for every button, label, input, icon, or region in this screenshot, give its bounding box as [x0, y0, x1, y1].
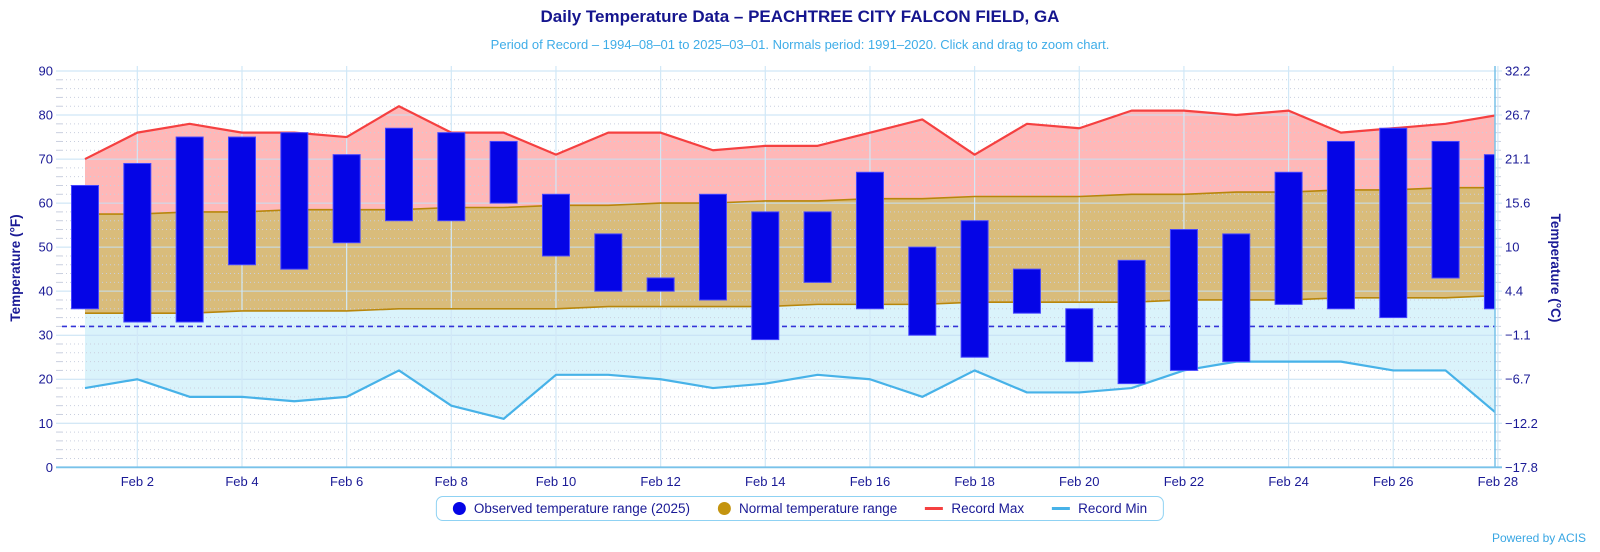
normal-range-marker-icon	[717, 502, 731, 515]
y-tick-label-c: 21.1	[1505, 152, 1530, 167]
bar-feb-15[interactable]	[803, 211, 832, 283]
bar-feb-12[interactable]	[646, 277, 675, 292]
y-tick-label-f: 40	[39, 284, 53, 299]
y-tick-label-f: 30	[39, 328, 53, 343]
y-tick-label-c: 26.7	[1505, 108, 1530, 123]
bar-feb-23[interactable]	[1222, 233, 1251, 363]
record-max-line	[84, 105, 1495, 161]
bar-feb-22[interactable]	[1169, 229, 1198, 371]
bar-feb-10[interactable]	[541, 193, 570, 257]
record-min-marker-icon	[1052, 507, 1071, 510]
normal-high-line	[85, 186, 1495, 215]
legend-label: Record Min	[1078, 501, 1148, 516]
y-tick-label-f: 10	[39, 416, 53, 431]
bar-feb-11[interactable]	[594, 233, 623, 292]
bar-feb-9[interactable]	[489, 140, 518, 204]
bar-feb-19[interactable]	[1012, 268, 1041, 314]
x-tick-label: Feb 14	[745, 474, 785, 489]
x-tick-label: Feb 2	[121, 474, 154, 489]
x-tick-label: Feb 22	[1164, 474, 1204, 489]
chart-subtitle: Period of Record – 1994–08–01 to 2025–03…	[490, 37, 1110, 52]
chart-title: Daily Temperature Data – PEACHTREE CITY …	[540, 7, 1060, 26]
x-tick-label: Feb 20	[1059, 474, 1099, 489]
legend-label: Normal temperature range	[738, 501, 898, 516]
x-tick-label: Feb 8	[435, 474, 468, 489]
bar-feb-24[interactable]	[1274, 171, 1303, 305]
x-tick-label: Feb 10	[536, 474, 576, 489]
y-axis-title-left: Temperature (°F)	[8, 214, 23, 321]
bar-feb-26[interactable]	[1379, 127, 1408, 319]
y-tick-label-c: 4.4	[1505, 284, 1523, 299]
bar-feb-7[interactable]	[384, 127, 413, 222]
series	[62, 105, 1511, 420]
x-tick-label: Feb 16	[850, 474, 890, 489]
x-tick-label: Feb 4	[225, 474, 258, 489]
y-tick-label-f: 90	[39, 64, 53, 79]
y-tick-label-f: 80	[39, 108, 53, 123]
axes	[56, 66, 1502, 469]
y-tick-label-c: −6.7	[1505, 372, 1531, 387]
legend-item-record-min[interactable]: Record Min	[1052, 501, 1147, 516]
bar-feb-3[interactable]	[175, 136, 204, 323]
x-tick-label: Feb 6	[330, 474, 363, 489]
y-tick-label-c: −17.8	[1505, 460, 1538, 475]
y-tick-label-f: 70	[39, 152, 53, 167]
bar-feb-5[interactable]	[280, 132, 309, 270]
bar-feb-1[interactable]	[71, 184, 99, 310]
x-tick-label: Feb 24	[1268, 474, 1308, 489]
tick-labels: 0 10 20 30 40 50 60 70 80 90 32.2 26.7 21.1 15.6 10 4.4…	[39, 64, 1538, 490]
bar-feb-6[interactable]	[332, 154, 361, 244]
y-tick-label-f: 20	[39, 372, 53, 387]
legend-item-observed-range[interactable]: Observed temperature range (2025)	[452, 501, 690, 516]
y-tick-label-f: 50	[39, 240, 53, 255]
bar-feb-18[interactable]	[960, 220, 989, 358]
x-tick-label: Feb 26	[1373, 474, 1413, 489]
bar-feb-25[interactable]	[1326, 140, 1355, 310]
x-tick-label: Feb 18	[954, 474, 994, 489]
bar-feb-27[interactable]	[1431, 140, 1460, 279]
bar-feb-8[interactable]	[437, 132, 466, 222]
y-tick-label-c: 32.2	[1505, 64, 1530, 79]
bar-feb-14[interactable]	[751, 211, 780, 341]
legend-item-record-max[interactable]: Record Max	[925, 501, 1024, 516]
x-tick-label: Feb 28	[1478, 474, 1518, 489]
legend-item-normal-range[interactable]: Normal temperature range	[717, 501, 898, 516]
legend: Observed temperature range (2025) Normal…	[435, 496, 1165, 521]
y-tick-label-c: 15.6	[1505, 196, 1530, 211]
x-tick-label: Feb 12	[640, 474, 680, 489]
powered-by-acis-link[interactable]: Powered by ACIS	[1491, 531, 1586, 545]
bar-feb-13[interactable]	[698, 193, 727, 301]
bar-feb-17[interactable]	[908, 246, 937, 336]
normal-low-line	[85, 294, 1495, 314]
y-tick-label-f: 0	[46, 460, 53, 475]
bar-feb-21[interactable]	[1117, 259, 1146, 385]
observed-bars	[71, 127, 1511, 385]
y-tick-label-c: −12.2	[1505, 416, 1538, 431]
y-axis-title-right: Temperature (°C)	[1548, 214, 1563, 323]
bar-feb-20[interactable]	[1065, 308, 1094, 363]
bar-feb-4[interactable]	[227, 136, 256, 266]
bar-feb-2[interactable]	[123, 162, 152, 323]
record-max-marker-icon	[925, 507, 944, 510]
bar-feb-28[interactable]	[1483, 154, 1511, 310]
observed-range-marker-icon	[452, 502, 466, 515]
bar-feb-16[interactable]	[855, 171, 884, 310]
y-tick-label-c: 10	[1505, 240, 1519, 255]
legend-label: Record Max	[951, 501, 1025, 516]
record-min-line	[84, 360, 1495, 420]
y-tick-label-c: −1.1	[1505, 328, 1531, 343]
legend-label: Observed temperature range (2025)	[473, 501, 690, 516]
y-tick-label-f: 60	[39, 196, 53, 211]
